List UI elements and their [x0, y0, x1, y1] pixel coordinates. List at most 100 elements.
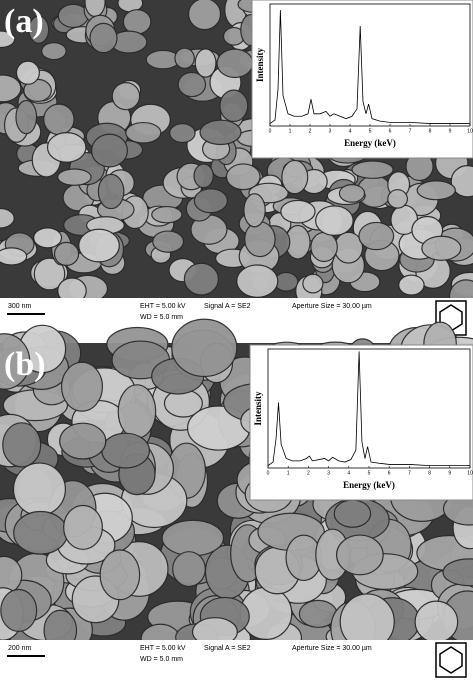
grain — [60, 361, 104, 412]
grain — [43, 103, 75, 136]
grain — [177, 71, 207, 98]
x-tick-label: 4 — [347, 470, 350, 476]
grain — [0, 588, 38, 632]
grain — [0, 333, 31, 390]
info-bar — [0, 640, 473, 681]
scale-bar-label: 200 nm — [8, 645, 32, 652]
grain — [358, 221, 395, 251]
grain — [172, 551, 206, 588]
grain — [280, 199, 316, 224]
grain — [161, 519, 225, 557]
grain — [59, 422, 107, 460]
grain — [171, 318, 238, 378]
grain — [0, 74, 22, 103]
grain — [442, 558, 473, 587]
grain — [111, 82, 141, 111]
y-axis-label: Intensity — [253, 391, 263, 426]
grain — [421, 235, 462, 261]
x-tick-label: 5 — [369, 128, 372, 134]
grain — [244, 221, 276, 258]
grain — [0, 247, 28, 266]
x-tick-label: 10 — [467, 128, 473, 134]
grain — [33, 257, 66, 291]
x-tick-label: 3 — [329, 128, 332, 134]
panel-label: (a) — [4, 3, 44, 40]
x-tick-label: 2 — [307, 470, 310, 476]
grain — [63, 504, 103, 550]
aperture: Aperture Size = 30.00 µm — [292, 303, 372, 310]
eht: EHT = 5.00 kV — [140, 645, 186, 652]
grain — [187, 0, 222, 31]
grain — [183, 262, 220, 296]
x-tick-label: 4 — [349, 128, 352, 134]
x-tick-label: 2 — [309, 128, 312, 134]
grain — [46, 131, 87, 163]
x-tick-label: 7 — [409, 128, 412, 134]
grain — [33, 227, 63, 249]
logo-mark — [439, 646, 463, 674]
signal: Signal A = SE2 — [204, 645, 251, 652]
spectrum-line — [267, 351, 470, 467]
x-axis-label: Energy (keV) — [343, 480, 395, 490]
x-tick-label: 7 — [408, 470, 411, 476]
grain — [152, 230, 185, 253]
grain — [236, 264, 279, 298]
grain — [15, 60, 40, 85]
x-tick-label: 6 — [389, 128, 392, 134]
grain — [169, 123, 196, 144]
grain — [243, 193, 266, 228]
x-tick-label: 1 — [287, 470, 290, 476]
grain — [416, 180, 456, 201]
x-tick-label: 10 — [467, 470, 473, 476]
grain — [117, 384, 157, 439]
x-tick-label: 8 — [429, 128, 432, 134]
grain — [0, 30, 16, 49]
panel-label: (b) — [4, 346, 46, 383]
grain — [2, 422, 42, 468]
grain — [216, 48, 254, 79]
grain — [199, 119, 242, 146]
grain — [398, 274, 425, 296]
x-tick-label: 9 — [448, 470, 451, 476]
grain — [335, 534, 384, 576]
grain — [310, 231, 338, 263]
grain — [338, 184, 366, 203]
grain — [333, 499, 372, 528]
grain — [125, 121, 162, 144]
logo — [435, 642, 467, 678]
x-tick-label: 8 — [428, 470, 431, 476]
grain — [193, 163, 214, 189]
grain — [281, 159, 309, 195]
grain — [0, 207, 15, 229]
grain — [302, 273, 324, 294]
grain — [194, 48, 217, 78]
spectrum-line — [269, 10, 470, 124]
grain — [89, 22, 118, 54]
info-bar — [0, 298, 473, 340]
grain — [414, 600, 459, 644]
grain — [193, 188, 228, 214]
grain — [28, 15, 50, 44]
x-tick-label: 6 — [388, 470, 391, 476]
grain — [174, 47, 195, 69]
x-tick-label: 0 — [269, 128, 272, 134]
wd: WD = 5.0 mm — [140, 314, 183, 321]
x-tick-label: 9 — [449, 128, 452, 134]
grain — [78, 228, 120, 263]
scale-bar-label: 300 nm — [8, 303, 32, 310]
grain — [387, 189, 409, 209]
grain — [219, 89, 249, 123]
y-axis-label: Intensity — [255, 48, 265, 83]
grain — [225, 163, 261, 191]
grain — [97, 173, 125, 210]
eht: EHT = 5.00 kV — [140, 303, 186, 310]
grain — [101, 432, 151, 469]
x-tick-label: 5 — [368, 470, 371, 476]
grain — [41, 42, 67, 61]
grain — [57, 168, 92, 186]
wd: WD = 5.0 mm — [140, 656, 183, 663]
signal: Signal A = SE2 — [204, 303, 251, 310]
x-axis-label: Energy (keV) — [344, 138, 396, 148]
grain — [13, 510, 69, 555]
